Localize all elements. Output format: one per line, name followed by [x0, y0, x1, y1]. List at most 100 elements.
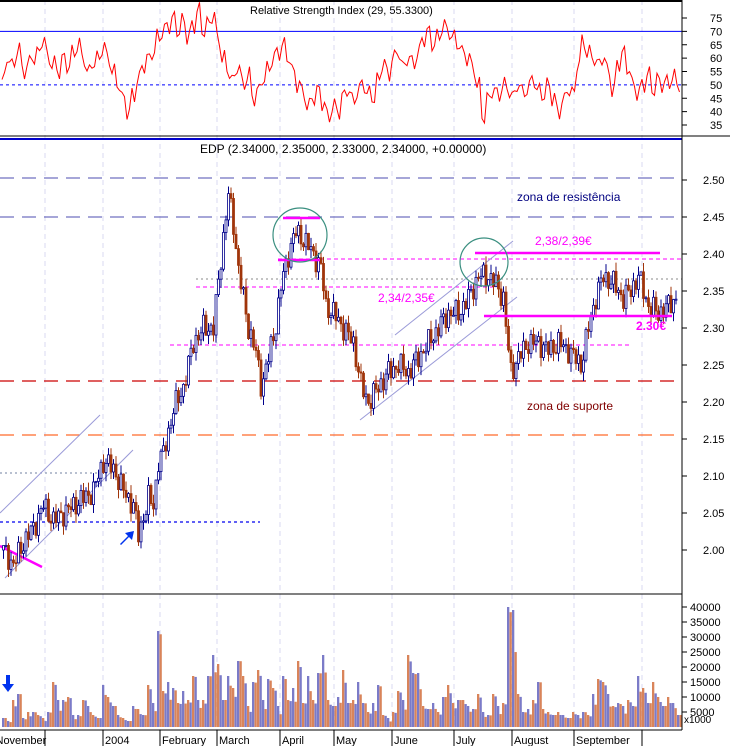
candle-down [122, 473, 125, 491]
candle-up [432, 340, 435, 344]
volume-bar [552, 715, 555, 727]
candle-down [117, 476, 120, 490]
candle-up [32, 522, 35, 527]
candle-down [587, 329, 590, 332]
rsi-tick-label: 60 [710, 53, 722, 65]
candle-down [574, 349, 578, 364]
volume-bar [2, 718, 5, 727]
volume-bar [129, 721, 132, 727]
volume-bar [217, 664, 220, 727]
volume-bar [544, 713, 547, 727]
volume-bar [642, 688, 645, 727]
volume-bar [379, 686, 382, 727]
price-tick-label: 2.35 [703, 286, 724, 298]
candle-up [274, 333, 278, 342]
volume-bar [374, 710, 377, 727]
price-tick-label: 2.10 [703, 471, 724, 483]
candle-up [434, 327, 438, 342]
candle-up [617, 289, 620, 293]
volume-bar [567, 718, 570, 727]
volume-bar [12, 700, 15, 727]
candle-up [414, 351, 418, 361]
candle-down [252, 329, 255, 348]
volume-bar [592, 694, 595, 727]
volume-bar [14, 706, 17, 727]
candle-down [234, 233, 238, 250]
volume-bar [64, 701, 67, 727]
candle-up [22, 550, 25, 554]
volume-bar [32, 712, 35, 727]
candle-down [347, 322, 350, 333]
volume-bar [369, 713, 372, 727]
candle-up [352, 336, 355, 344]
candle-up [39, 508, 43, 514]
candle-up [582, 359, 585, 373]
volume-bar [517, 694, 520, 727]
volume-bar [629, 702, 632, 727]
candle-up [549, 339, 553, 355]
candle-up [664, 303, 668, 318]
highlight-circle [272, 207, 328, 263]
volume-bar [504, 704, 507, 727]
candle-down [579, 354, 583, 373]
volume-bar [387, 718, 390, 727]
volume-bar [489, 715, 492, 727]
volume-bar [617, 703, 620, 727]
candle-down [82, 490, 85, 503]
candle-down [197, 334, 200, 341]
candle-down [444, 313, 448, 329]
candle-up [439, 316, 443, 337]
candle-up [442, 313, 445, 318]
volume-bar [44, 721, 47, 727]
volume-bar [57, 700, 60, 727]
volume-bar [327, 700, 330, 727]
candle-down [47, 498, 50, 522]
volume-bar [447, 685, 450, 727]
volume-bar [134, 708, 137, 727]
candle-up [672, 299, 675, 314]
candle-up [262, 378, 265, 397]
month-label: 2004 [105, 735, 129, 746]
volume-bar [39, 716, 42, 727]
candle-up [652, 296, 655, 316]
candle-down [314, 250, 318, 273]
candle-up [249, 329, 253, 339]
volume-bar [334, 706, 337, 727]
volume-bar [637, 676, 640, 727]
candle-down [109, 454, 113, 473]
candle-down [152, 503, 155, 510]
volume-bar [664, 706, 667, 727]
volume-bar [602, 682, 605, 727]
volume-bar [24, 719, 27, 727]
candle-down [307, 232, 310, 251]
volume-bar [209, 676, 212, 727]
volume-bar [644, 692, 647, 727]
volume-bar [599, 680, 602, 727]
volume-bar [172, 688, 175, 727]
candle-up [332, 301, 335, 317]
month-label: April [282, 735, 304, 746]
price-tick-label: 2.30 [703, 323, 724, 335]
candle-up [169, 424, 173, 429]
volume-bar [207, 676, 210, 727]
volume-bar [522, 712, 525, 727]
volume-bar [512, 610, 515, 727]
candle-down [404, 368, 408, 377]
volume-bar [139, 714, 142, 727]
candle-up [577, 354, 580, 364]
candle-down [349, 331, 353, 344]
candle-up [494, 274, 498, 288]
volume-tick-label: 30000 [690, 632, 721, 644]
candle-down [239, 264, 243, 290]
candle-down [369, 402, 373, 409]
candle-down [89, 494, 93, 506]
candle-down [649, 306, 653, 316]
candle-down [512, 362, 515, 379]
volume-bar [264, 709, 267, 727]
volume-bar [169, 699, 172, 727]
candle-up [119, 473, 123, 490]
volume-bar [89, 712, 92, 727]
candle-down [69, 506, 73, 510]
candle-up [462, 300, 465, 315]
